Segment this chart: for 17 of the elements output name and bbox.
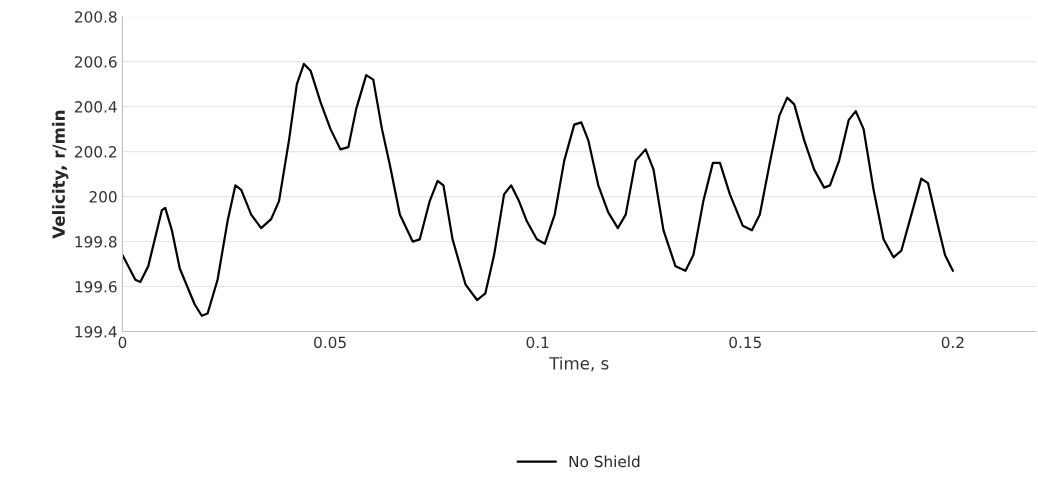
y-axis-title: Velicity, r/min: [52, 110, 69, 239]
y-tick-label: 199.6: [75, 281, 117, 293]
y-tick-label: 200.4: [75, 101, 117, 113]
y-tick-label: 199.8: [75, 236, 117, 248]
line-series: [122, 62, 954, 317]
legend-label: No Shield: [569, 455, 640, 468]
y-tick-label: 200.2: [75, 146, 117, 158]
y-tick-label: 200: [89, 191, 117, 203]
x-tick-label: 0.2: [941, 336, 964, 349]
y-tick-label: 200.8: [75, 11, 117, 23]
x-tick-label: 0.15: [729, 336, 761, 349]
x-tick-label: 0.05: [314, 336, 346, 349]
x-tick-label: 0.1: [526, 336, 549, 349]
y-tick-label: 200.6: [75, 56, 117, 68]
x-axis-title: Time, s: [549, 356, 609, 372]
x-tick-label: 0: [118, 336, 127, 349]
y-tick-label: 199.4: [75, 325, 117, 338]
